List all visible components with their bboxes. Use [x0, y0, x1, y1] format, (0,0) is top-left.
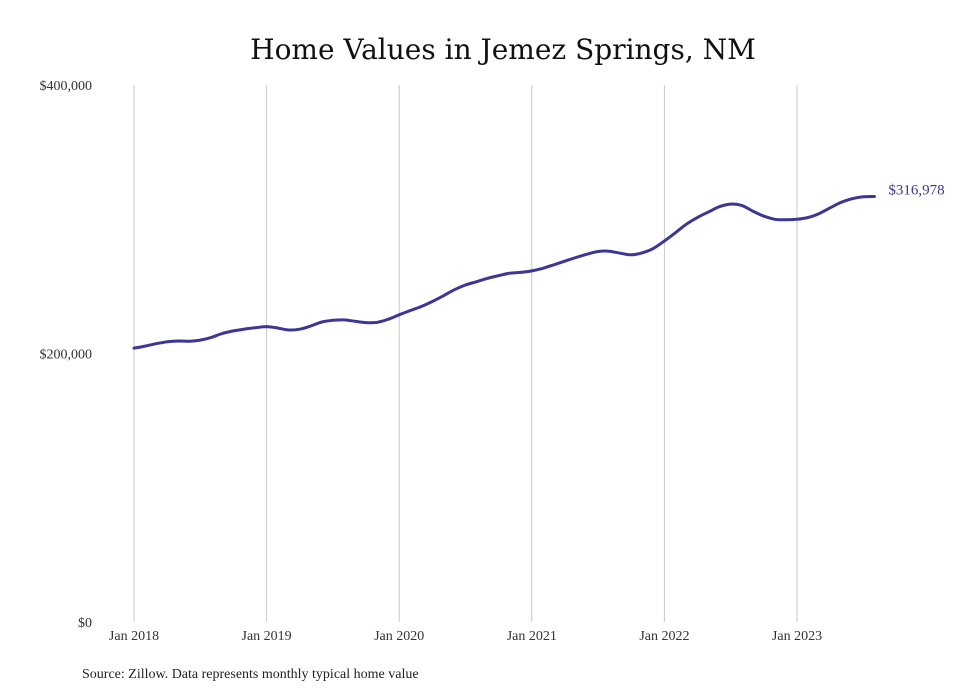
x-tick-label: Jan 2020: [374, 629, 424, 644]
x-tick-label: Jan 2022: [639, 629, 689, 644]
x-tick-label: Jan 2019: [242, 629, 292, 644]
x-tick-label: Jan 2023: [772, 629, 822, 644]
y-axis-ticks: $0 $200,000 $400,000: [40, 79, 93, 631]
x-tick-label: Jan 2018: [109, 629, 159, 644]
y-tick-label: $0: [78, 616, 92, 631]
y-tick-label: $200,000: [40, 348, 93, 363]
line-chart: Home Values in Jemez Springs, NM $0 $200,…: [40, 33, 945, 644]
y-tick-label: $400,000: [40, 79, 93, 94]
grid-layer: [133, 85, 798, 622]
source-note: Source: Zillow. Data represents monthly …: [82, 667, 419, 682]
x-axis-ticks: Jan 2018 Jan 2019 Jan 2020 Jan 2021 Jan 2022…: [109, 629, 822, 644]
series-line: [132, 195, 876, 350]
x-tick-label: Jan 2021: [507, 629, 557, 644]
end-value-label: $316,978: [888, 182, 944, 198]
chart-title: Home Values in Jemez Springs, NM: [250, 33, 756, 66]
